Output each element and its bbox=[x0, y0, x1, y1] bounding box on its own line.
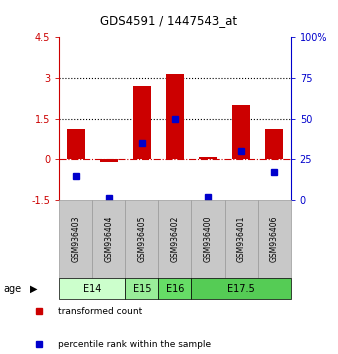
Bar bbox=[258, 200, 291, 278]
Text: GSM936404: GSM936404 bbox=[104, 216, 113, 262]
Text: GSM936400: GSM936400 bbox=[203, 216, 213, 262]
Bar bbox=[191, 278, 291, 299]
Bar bbox=[159, 200, 191, 278]
Bar bbox=[265, 130, 283, 159]
Text: GSM936406: GSM936406 bbox=[270, 216, 279, 262]
Text: GSM936405: GSM936405 bbox=[137, 216, 146, 262]
Text: GDS4591 / 1447543_at: GDS4591 / 1447543_at bbox=[100, 14, 238, 27]
Text: percentile rank within the sample: percentile rank within the sample bbox=[58, 339, 211, 349]
Text: GSM936401: GSM936401 bbox=[237, 216, 246, 262]
Bar bbox=[133, 86, 151, 159]
Text: GSM936402: GSM936402 bbox=[170, 216, 179, 262]
Bar bbox=[199, 158, 217, 159]
Bar bbox=[159, 278, 191, 299]
Text: E17.5: E17.5 bbox=[227, 284, 255, 293]
Bar bbox=[166, 74, 184, 159]
Text: age: age bbox=[3, 284, 22, 293]
Bar bbox=[100, 159, 118, 162]
Text: ▶: ▶ bbox=[30, 284, 38, 293]
Bar bbox=[232, 105, 250, 159]
Text: E16: E16 bbox=[166, 284, 184, 293]
Bar bbox=[224, 200, 258, 278]
Bar bbox=[125, 200, 159, 278]
Text: GSM936403: GSM936403 bbox=[71, 216, 80, 262]
Bar bbox=[59, 200, 92, 278]
Bar bbox=[67, 130, 85, 159]
Text: E14: E14 bbox=[83, 284, 101, 293]
Text: E15: E15 bbox=[132, 284, 151, 293]
Bar bbox=[92, 200, 125, 278]
Bar bbox=[59, 278, 125, 299]
Text: transformed count: transformed count bbox=[58, 307, 142, 316]
Bar bbox=[125, 278, 159, 299]
Bar bbox=[191, 200, 224, 278]
